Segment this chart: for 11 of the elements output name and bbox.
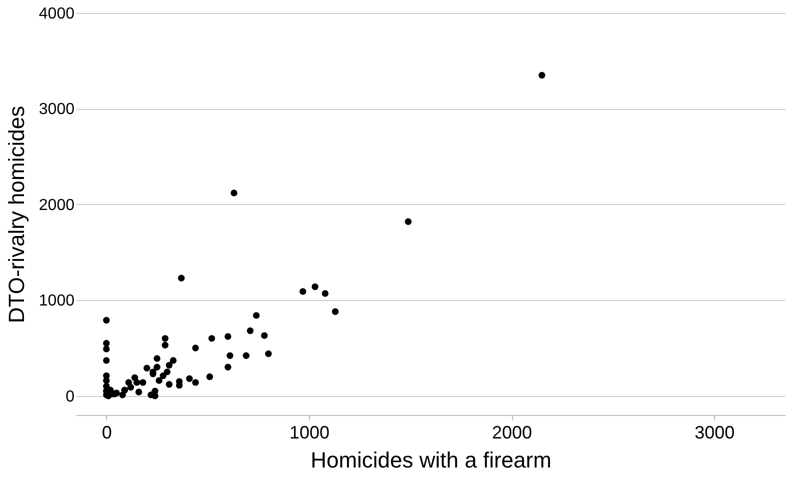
x-tick-label: 1000 [289, 422, 330, 442]
y-tick-label: 3000 [38, 101, 75, 118]
x-tick-label: 3000 [694, 422, 735, 442]
y-tick-label: 4000 [38, 6, 75, 22]
y-tick-label: 1000 [38, 292, 75, 310]
x-axis-title: Homicides with a firearm [310, 448, 552, 472]
y-axis-title: DTO-rivalry homicides [4, 106, 29, 324]
x-tick-label: 2000 [492, 422, 532, 442]
y-tick-label: 2000 [38, 196, 75, 214]
y-tick-label: 0 [66, 388, 75, 406]
x-tick-label: 0 [102, 422, 112, 442]
